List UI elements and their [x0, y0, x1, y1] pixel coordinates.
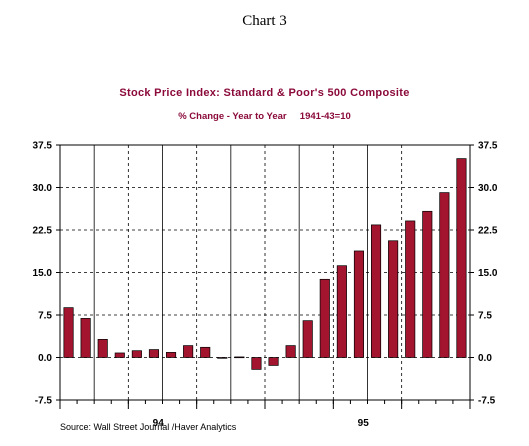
- y-tick-label-left: 0.0: [38, 353, 52, 364]
- bar: [114, 352, 125, 358]
- bar: [234, 356, 245, 359]
- bar: [80, 318, 91, 358]
- y-tick-label-left: 7.5: [38, 311, 52, 322]
- y-tick-label-right: 0.0: [478, 353, 492, 364]
- y-tick-label-left: 30.0: [33, 183, 53, 194]
- bar: [268, 357, 279, 366]
- y-tick-label-left: 37.5: [33, 141, 53, 152]
- y-tick-label-right: 30.0: [478, 183, 498, 194]
- y-tick-label-left: 15.0: [33, 268, 53, 279]
- y-tick-label-left: 22.5: [33, 226, 53, 237]
- chart-subtitle: % Change - Year to Year 1941-43=10: [178, 111, 351, 122]
- bar: [251, 357, 262, 370]
- bar: [405, 220, 416, 358]
- bar: [370, 224, 382, 358]
- y-tick-label-right: 7.5: [478, 311, 492, 322]
- chart-title: Stock Price Index: Standard & Poor's 500…: [119, 87, 410, 99]
- y-tick-label-right: 15.0: [478, 268, 498, 279]
- x-tick-label: 94: [153, 418, 165, 429]
- bar: [439, 192, 450, 358]
- bar: [319, 278, 330, 358]
- bar: [200, 346, 211, 358]
- bar: [302, 320, 313, 358]
- source-note: Source: Wall Street Journal /Haver Analy…: [60, 422, 237, 432]
- y-tick-label-right: 22.5: [478, 226, 498, 237]
- bar: [388, 240, 399, 358]
- bar: [422, 210, 433, 358]
- bar: [353, 250, 365, 358]
- bar: [285, 345, 296, 358]
- bar: [97, 339, 108, 358]
- y-tick-label-right: 37.5: [478, 141, 498, 152]
- bar: [63, 307, 74, 358]
- bar: [217, 357, 228, 359]
- bar: [336, 265, 347, 358]
- bar: [148, 349, 160, 358]
- x-tick-label: 95: [358, 418, 370, 429]
- bar: [131, 350, 142, 358]
- chart-heading: Chart 3: [242, 13, 287, 29]
- bar: [165, 352, 177, 358]
- bar: [456, 158, 467, 358]
- bar: [183, 345, 194, 358]
- y-tick-label-right: -7.5: [478, 396, 496, 407]
- y-tick-label-left: -7.5: [35, 396, 53, 407]
